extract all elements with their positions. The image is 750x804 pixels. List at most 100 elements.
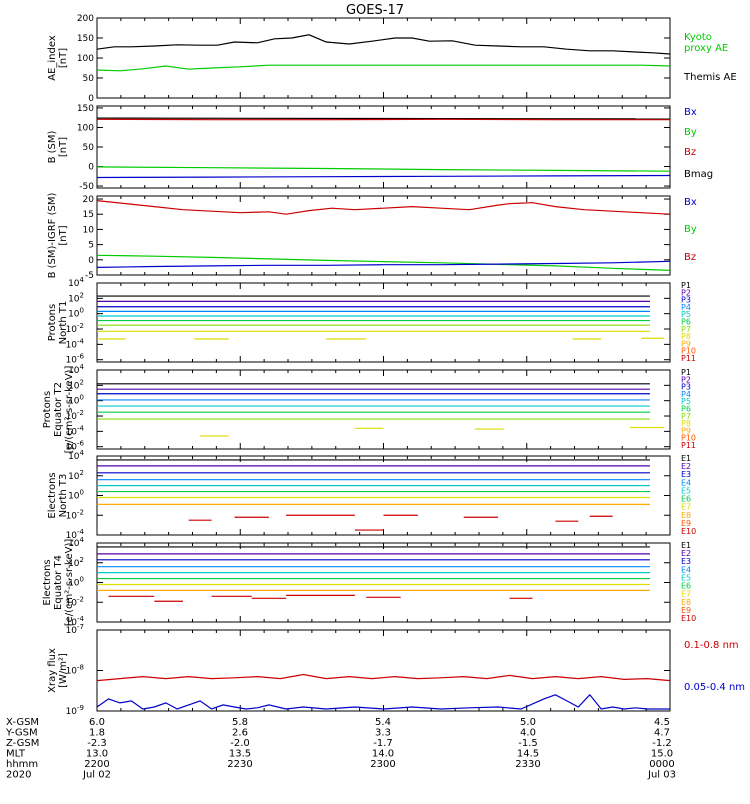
legend-entry: Themis AE bbox=[683, 72, 737, 83]
legend-entry: Bz bbox=[684, 252, 696, 263]
ytick-label: 150 bbox=[77, 104, 94, 114]
xaxis-value: 3.3 bbox=[375, 728, 391, 739]
xaxis-value: 15.0 bbox=[651, 749, 673, 760]
panel-bdiff bbox=[97, 196, 670, 275]
ytick-label: 0 bbox=[88, 256, 94, 266]
ylabel-bsm: B (SM)[nT] bbox=[47, 130, 69, 163]
ytick-label: 20 bbox=[83, 195, 95, 205]
xaxis-value: 5.8 bbox=[232, 717, 248, 728]
series-line bbox=[97, 35, 670, 54]
panel-ee bbox=[97, 543, 670, 622]
panel-frame bbox=[97, 18, 670, 98]
legend-entry: E10 bbox=[681, 614, 696, 623]
ytick-label: 100 bbox=[77, 123, 94, 133]
series-line bbox=[97, 201, 670, 215]
xaxis-value: 6.0 bbox=[89, 717, 105, 728]
legend-entry: E10 bbox=[681, 527, 696, 536]
xaxis-value: 5.4 bbox=[375, 717, 391, 728]
xaxis-value: -2.3 bbox=[87, 738, 107, 749]
legend-entry: P11 bbox=[681, 354, 696, 363]
series-line bbox=[97, 261, 670, 267]
legend-entry: P11 bbox=[681, 441, 696, 450]
xaxis-value: 2330 bbox=[515, 759, 540, 770]
xaxis-value: -2.0 bbox=[230, 738, 250, 749]
panel-xray bbox=[97, 630, 670, 711]
panel-en bbox=[97, 456, 670, 535]
legend-entry: Bz bbox=[684, 147, 696, 158]
ytick-label: -50 bbox=[79, 182, 94, 192]
xaxis-value: 5.0 bbox=[520, 717, 536, 728]
panel-ae bbox=[97, 18, 670, 98]
xaxis-row-label: hhmm bbox=[6, 759, 38, 770]
panel-frame bbox=[97, 630, 670, 711]
xaxis-row-label: 2020 bbox=[6, 770, 31, 781]
ylabel-bdiff: B (SM)-IGRF (SM)[nT] bbox=[47, 193, 69, 279]
ytick-label: 10-9 bbox=[66, 704, 84, 717]
ytick-label: 102 bbox=[68, 291, 84, 304]
ytick-label: -5 bbox=[85, 271, 94, 281]
plot-title: GOES-17 bbox=[346, 3, 404, 18]
xaxis-value: -1.2 bbox=[652, 738, 672, 749]
xaxis-row-label: X-GSM bbox=[6, 717, 39, 728]
series-line bbox=[97, 167, 670, 171]
legend-entry: By bbox=[684, 127, 697, 138]
xaxis-value: 14.0 bbox=[372, 749, 394, 760]
ylabel-ee: ElectronsEquator T4[e/(cm²-s-sr-keV)] bbox=[42, 539, 75, 627]
xaxis-value: -1.5 bbox=[518, 738, 538, 749]
legend-entry: Bx bbox=[684, 107, 697, 118]
panel-frame bbox=[97, 543, 670, 622]
series-line bbox=[97, 118, 670, 119]
xaxis-value: 4.5 bbox=[654, 717, 670, 728]
xaxis-row-label: Z-GSM bbox=[6, 738, 39, 749]
xaxis-value: 2.6 bbox=[232, 728, 248, 739]
xaxis-value: 2300 bbox=[370, 759, 395, 770]
ytick-label: 0 bbox=[88, 163, 94, 173]
ytick-label: 5 bbox=[88, 241, 94, 251]
xaxis-row-label: Y-GSM bbox=[5, 728, 38, 739]
legend-entry: 0.1-0.8 nm bbox=[684, 640, 739, 651]
xaxis-value: 2230 bbox=[227, 759, 252, 770]
ytick-label: 50 bbox=[83, 143, 95, 153]
xaxis-value: 13.5 bbox=[229, 749, 251, 760]
ytick-label: 102 bbox=[68, 469, 84, 482]
ytick-label: 15 bbox=[83, 210, 94, 220]
ytick-label: 0 bbox=[88, 94, 94, 104]
ylabel-pe: ProtonsEquator T2[p/(cm²-s-sr-keV)] bbox=[42, 366, 75, 454]
ylabel-xray: Xray flux[W/m²] bbox=[47, 648, 69, 693]
xaxis-row-label: MLT bbox=[6, 749, 26, 760]
ytick-label: 10 bbox=[83, 225, 95, 235]
ytick-label: 104 bbox=[68, 276, 84, 289]
panel-pe bbox=[97, 370, 670, 449]
ytick-label: 100 bbox=[77, 54, 94, 64]
series-line bbox=[97, 675, 670, 681]
xaxis-value: 1.8 bbox=[89, 728, 105, 739]
legend-entry: Bx bbox=[684, 197, 697, 208]
legend-entry: Bmag bbox=[684, 169, 713, 180]
xaxis-value: 13.0 bbox=[86, 749, 108, 760]
series-line bbox=[97, 176, 670, 178]
ytick-label: 100 bbox=[68, 307, 84, 320]
panel-pn bbox=[97, 283, 670, 362]
ytick-label: 100 bbox=[68, 489, 84, 502]
ytick-label: 150 bbox=[77, 34, 94, 44]
series-line bbox=[97, 65, 670, 71]
xaxis-value: Jul 02 bbox=[82, 770, 111, 781]
legend-entry: 0.05-0.4 nm bbox=[684, 682, 745, 693]
ytick-label: 200 bbox=[77, 14, 94, 24]
panel-frame bbox=[97, 283, 670, 362]
xaxis-value: 4.7 bbox=[654, 728, 670, 739]
ytick-label: 50 bbox=[83, 74, 95, 84]
ylabel-ae: AE_index[nT] bbox=[47, 35, 69, 81]
xaxis-value: 2200 bbox=[84, 759, 109, 770]
xaxis-value: Jul 03 bbox=[647, 770, 676, 781]
xaxis-value: 4.0 bbox=[520, 728, 536, 739]
ylabel-en: ElectronsNorth T3 bbox=[47, 472, 69, 518]
panel-frame bbox=[97, 456, 670, 535]
ylabel-pn: ProtonsNorth T1 bbox=[47, 301, 69, 345]
panel-frame bbox=[97, 370, 670, 449]
xaxis-value: 14.5 bbox=[517, 749, 539, 760]
xaxis-value: 0000 bbox=[649, 759, 674, 770]
